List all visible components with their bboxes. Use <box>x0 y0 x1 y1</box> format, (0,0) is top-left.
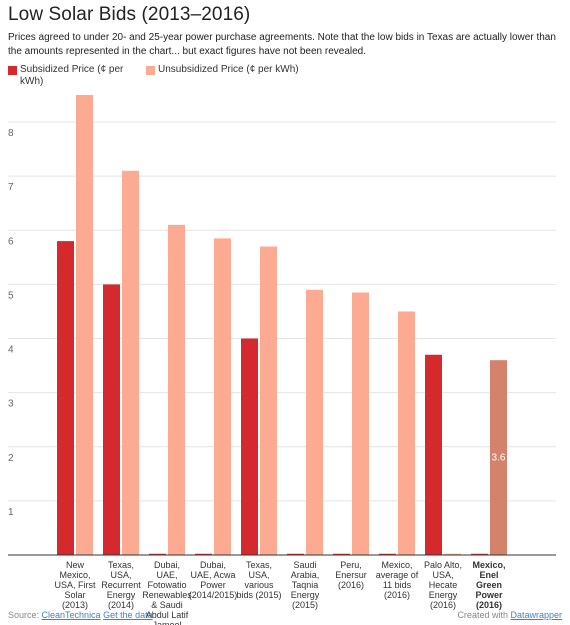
footer-credit: Created with Datawrapper <box>457 610 562 620</box>
x-tick-label: USA, First <box>54 580 96 590</box>
legend-label-unsubsidized: Unsubsidized Price (¢ per kWh) <box>158 64 299 75</box>
x-tick-label: Energy <box>107 590 136 600</box>
chart-subtitle: Prices agreed to under 20- and 25-year p… <box>8 32 556 57</box>
data-label: 3.6 <box>492 453 506 464</box>
x-tick-label: Enel <box>479 570 498 580</box>
x-tick-label: Dubai, <box>154 560 180 570</box>
x-tick-label: Palo Alto, <box>424 560 462 570</box>
x-tick-label: USA, <box>432 570 453 580</box>
x-tick-label: (2014/2015) <box>189 590 238 600</box>
x-tick-label: Texas, <box>108 560 134 570</box>
bar-subsidized <box>103 284 120 555</box>
bar-unsubsidized <box>398 311 415 555</box>
y-tick-label: 1 <box>8 507 14 518</box>
x-tick-label: New <box>66 560 85 570</box>
bar-unsubsidized <box>122 170 139 555</box>
x-tick-label: Hecate <box>429 580 458 590</box>
bar-unsubsidized <box>76 95 93 555</box>
x-tick-label: Jameel <box>152 620 181 625</box>
chart-title: Low Solar Bids (2013–2016) <box>8 4 251 25</box>
x-tick-label: various <box>244 580 274 590</box>
x-tick-label: bids (2015) <box>236 590 281 600</box>
bar-unsubsidized <box>490 360 507 555</box>
legend-swatch-unsubsidized <box>146 66 155 75</box>
source-prefix: Source: <box>8 610 42 620</box>
x-tick-label: Recurrent <box>101 580 141 590</box>
x-tick-label: (2014) <box>108 600 134 610</box>
y-tick-label: 2 <box>8 453 14 464</box>
x-tick-label: Power <box>200 580 226 590</box>
x-tick-label: (2016) <box>476 600 502 610</box>
x-tick-label: UAE, <box>156 570 177 580</box>
x-tick-label: & Saudi <box>151 600 183 610</box>
bar-unsubsidized <box>306 289 323 555</box>
x-tick-label: (2013) <box>62 600 88 610</box>
y-tick-label: 5 <box>8 290 14 301</box>
y-tick-label: 4 <box>8 345 14 356</box>
bar-subsidized <box>241 338 258 555</box>
x-tick-label: Mexico, <box>381 560 412 570</box>
x-tick-label: Fotowatio <box>147 580 186 590</box>
legend-label-subsidized: Subsidized Price (¢ per kWh) <box>20 64 124 87</box>
bar-unsubsidized <box>168 224 185 555</box>
y-tick-label: 8 <box>8 128 14 139</box>
y-tick-label: 6 <box>8 236 14 247</box>
x-tick-label: Energy <box>291 590 320 600</box>
x-tick-label: Enersur <box>335 570 367 580</box>
x-tick-label: Mexico, <box>472 560 505 570</box>
x-tick-label: Power <box>475 590 503 600</box>
x-tick-label: (2016) <box>384 590 410 600</box>
footer-source: Source: CleanTechnica Get the data <box>8 610 153 620</box>
x-tick-label: Mexico, <box>59 570 90 580</box>
x-tick-label: USA, <box>248 570 269 580</box>
x-tick-label: (2016) <box>338 580 364 590</box>
x-tick-label: Saudi <box>293 560 316 570</box>
y-tick-label: 7 <box>8 182 14 193</box>
credit-prefix: Created with <box>457 610 511 620</box>
x-tick-label: Dubai, <box>200 560 226 570</box>
bar-unsubsidized <box>352 292 369 555</box>
x-tick-label: (2016) <box>430 600 456 610</box>
x-tick-label: Peru, <box>340 560 362 570</box>
x-tick-label: average of <box>376 570 419 580</box>
x-tick-label: Renewables <box>142 590 192 600</box>
bar-subsidized <box>57 241 74 555</box>
legend-swatch-subsidized <box>8 66 17 75</box>
x-tick-label: Energy <box>429 590 458 600</box>
bar-unsubsidized <box>214 238 231 556</box>
bar-subsidized <box>425 354 442 555</box>
x-tick-label: (2015) <box>292 600 318 610</box>
x-tick-label: Abdul Latif <box>146 610 189 620</box>
x-tick-label: 11 bids <box>383 580 412 590</box>
x-tick-label: Texas, <box>246 560 272 570</box>
y-tick-label: 3 <box>8 399 14 410</box>
x-tick-label: Taqnia <box>292 580 319 590</box>
bar-unsubsidized <box>260 246 277 555</box>
x-tick-label: Solar <box>64 590 85 600</box>
datawrapper-link[interactable]: Datawrapper <box>510 610 562 620</box>
x-tick-label: USA, <box>110 570 131 580</box>
source-link[interactable]: CleanTechnica <box>41 610 101 620</box>
x-tick-label: Green <box>476 580 502 590</box>
get-data-link[interactable]: Get the data <box>103 610 153 620</box>
x-tick-label: UAE, Acwa <box>190 570 235 580</box>
x-tick-label: Arabia, <box>291 570 320 580</box>
